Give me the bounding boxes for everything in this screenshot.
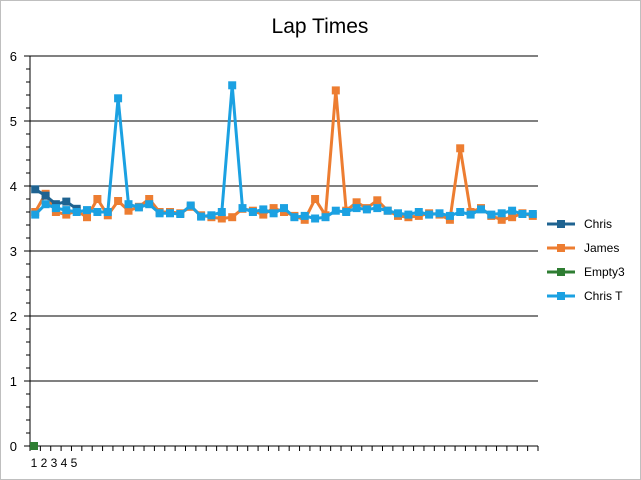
data-point-chris-t (425, 210, 434, 219)
data-point-chris-t (404, 210, 413, 219)
data-point-chris-t (114, 94, 123, 103)
legend-swatch-marker-chris-t (557, 292, 565, 300)
data-point-chris-t (362, 205, 371, 214)
legend-swatch-marker-empty3 (557, 268, 565, 276)
data-point-chris-t (207, 211, 216, 220)
series-chris-t (31, 81, 537, 223)
data-point-chris-t (269, 209, 278, 218)
series-layer (30, 81, 537, 450)
data-point-chris-t (456, 208, 465, 216)
data-point-chris-t (487, 210, 496, 219)
data-point-james (331, 86, 340, 95)
data-point-chris-t (124, 200, 133, 209)
data-point-chris-t (186, 201, 195, 210)
y-tick-label: 4 (10, 179, 17, 194)
data-point-chris-t (331, 206, 340, 215)
data-point-chris-t (176, 210, 185, 218)
data-point-chris-t (280, 204, 288, 213)
x-tick-label: 4 (61, 456, 68, 470)
data-point-chris (41, 191, 50, 200)
data-point-chris-t (166, 209, 174, 218)
data-point-james (497, 215, 506, 224)
legend-label-james: James (584, 241, 619, 255)
data-point-chris-t (373, 204, 382, 213)
data-point-james (352, 198, 361, 207)
data-point-james (373, 196, 382, 205)
data-point-james (83, 213, 91, 222)
data-point-james (456, 144, 465, 153)
data-point-chris-t (145, 200, 154, 209)
data-point-james (145, 195, 154, 203)
data-point-chris-t (518, 210, 527, 218)
legend-swatch-marker-james (557, 244, 565, 252)
data-point-chris-t (197, 212, 206, 221)
data-point-chris-t (155, 209, 164, 218)
data-point-chris-t (394, 209, 402, 218)
legend: Chris James Empty3 Chris T (547, 217, 625, 303)
data-point-james (62, 210, 71, 219)
data-point-james (259, 210, 268, 219)
data-point-chris-t (342, 208, 351, 216)
data-point-james (269, 204, 278, 213)
data-point-chris-t (300, 211, 309, 220)
data-point-chris (31, 185, 40, 194)
legend-label-empty3: Empty3 (584, 265, 625, 279)
data-point-chris-t (311, 214, 320, 223)
data-point-james (217, 214, 226, 223)
series-empty3 (30, 442, 38, 450)
data-point-chris (62, 197, 71, 206)
legend-label-chris-t: Chris T (584, 289, 623, 303)
legend-label-chris: Chris (584, 217, 612, 231)
data-point-chris-t (259, 205, 268, 214)
legend-swatch-marker-chris (557, 220, 565, 228)
data-point-chris-t (445, 211, 454, 220)
data-point-chris-t (72, 208, 81, 216)
chart-title: Lap Times (272, 15, 369, 38)
data-point-chris-t (466, 210, 475, 219)
y-tick-label: 2 (10, 309, 17, 324)
data-point-chris-t (383, 206, 392, 215)
data-point-chris-t (435, 209, 444, 218)
x-tick-label: 2 (41, 456, 48, 470)
data-point-james (311, 195, 320, 203)
data-point-chris-t (41, 200, 50, 209)
data-point-chris-t (238, 204, 247, 213)
data-point-james (114, 197, 123, 205)
data-point-chris-t (321, 213, 330, 222)
x-tick-label: 5 (71, 456, 78, 470)
data-point-chris-t (62, 206, 71, 215)
data-point-chris-t (103, 208, 112, 216)
y-tick-label: 1 (10, 374, 17, 389)
data-point-chris-t (508, 206, 517, 215)
data-point-james (124, 206, 133, 215)
data-point-chris-t (83, 206, 91, 215)
y-tick-label: 5 (10, 114, 17, 129)
data-point-chris-t (134, 203, 143, 212)
data-point-chris-t (217, 208, 226, 216)
y-tick-label: 3 (10, 244, 17, 259)
data-point-chris-t (497, 209, 506, 218)
y-tick-label: 6 (10, 49, 17, 64)
x-tick-label: 1 (31, 456, 38, 470)
data-point-chris-t (477, 205, 485, 214)
data-point-james (93, 195, 102, 203)
data-point-chris-t (51, 204, 60, 213)
data-point-chris-t (31, 210, 40, 219)
y-tick-label: 0 (10, 439, 17, 454)
data-point-chris-t (352, 204, 361, 213)
data-point-empty3 (30, 442, 38, 450)
data-point-james (508, 213, 517, 222)
data-point-chris-t (290, 213, 299, 222)
data-point-chris-t (414, 208, 423, 216)
x-tick-label: 3 (51, 456, 58, 470)
data-point-chris-t (248, 208, 257, 216)
data-point-chris-t (228, 81, 237, 90)
data-point-chris-t (528, 210, 537, 218)
data-point-chris-t (93, 208, 102, 216)
data-point-james (228, 213, 237, 222)
